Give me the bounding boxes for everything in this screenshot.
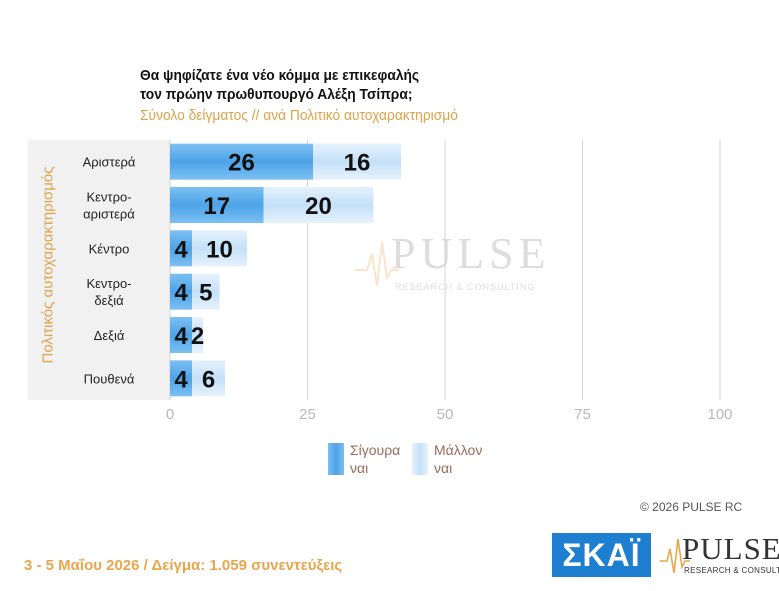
category-label-background <box>28 140 170 400</box>
legend-label-likely: Μάλλον ναι <box>434 442 483 476</box>
data-label-sure: 4 <box>174 280 188 307</box>
x-tick-label-25: 25 <box>299 406 316 423</box>
chart-title: Θα ψηφίζατε ένα νέο κόμμα με επικεφαλής … <box>140 66 545 104</box>
category-label: Κεντρο-δεξιά <box>86 276 131 308</box>
chart-title-line-1: Θα ψηφίζατε ένα νέο κόμμα με επικεφαλής <box>140 67 420 84</box>
bar-sure <box>170 187 264 223</box>
data-label-sure: 4 <box>174 323 188 350</box>
bar-sure <box>170 230 192 267</box>
chart-title-line-2: τον πρώην πρωθυπουργό Αλέξη Τσίπρα; <box>140 86 413 103</box>
data-label-likely: 20 <box>305 193 332 220</box>
pulse-logo-name: PULSE <box>682 531 779 566</box>
x-tick-label-100: 100 <box>707 406 732 423</box>
footer-survey-info: 3 - 5 Μαΐου 2026 / Δείγμα: 1.059 συνεντε… <box>24 557 343 574</box>
x-tick-label-50: 50 <box>437 406 454 423</box>
bar-likely <box>313 143 401 180</box>
copyright-text: © 2026 PULSE RC <box>640 500 743 514</box>
bar-likely <box>263 187 374 223</box>
watermark-name: PULSE <box>391 229 551 278</box>
data-label-likely: 16 <box>344 150 371 177</box>
bar-sure <box>170 317 192 353</box>
bar-likely <box>192 273 220 310</box>
bar-sure <box>170 273 192 310</box>
category-label: Αριστερά <box>83 155 136 170</box>
category-label: Κεντρο-αριστερά <box>83 190 135 222</box>
pulse-watermark: PULSE RESEARCH & CONSULTING <box>355 229 545 298</box>
legend-swatch-likely <box>412 443 428 475</box>
bar-sure <box>170 143 313 180</box>
bar-likely <box>192 360 225 397</box>
data-label-likely: 6 <box>202 366 215 393</box>
chart-subtitle: Σύνολο δείγματος // ανά Πολιτικό αυτοχαρ… <box>140 107 458 124</box>
data-label-likely: 10 <box>206 236 233 263</box>
data-label-likely: 5 <box>199 280 212 307</box>
pulse-logo-subtitle: RESEARCH & CONSULTING <box>684 566 779 575</box>
legend-swatch-sure <box>328 443 344 475</box>
data-label-sure: 4 <box>174 236 188 263</box>
data-label-sure: 17 <box>203 193 230 220</box>
category-label: Πουθενά <box>84 371 135 386</box>
bar-likely <box>192 317 203 353</box>
category-label: Κέντρο <box>89 241 130 256</box>
data-label-sure: 4 <box>174 366 188 393</box>
x-tick-label-0: 0 <box>166 406 174 423</box>
legend-label-sure: Σίγουρα ναι <box>350 442 401 476</box>
watermark-subtitle: RESEARCH & CONSULTING <box>395 282 536 292</box>
category-label: Δεξιά <box>94 328 125 343</box>
x-tick-label-75: 75 <box>574 406 591 423</box>
bar-sure <box>170 360 192 397</box>
data-label-sure: 26 <box>228 150 255 177</box>
skai-logo: ΣΚΑΪ <box>552 533 651 577</box>
pulse-logo: PULSE RESEARCH & CONSULTING <box>660 531 779 581</box>
data-label-likely: 2 <box>191 323 204 350</box>
bar-likely <box>192 230 247 267</box>
